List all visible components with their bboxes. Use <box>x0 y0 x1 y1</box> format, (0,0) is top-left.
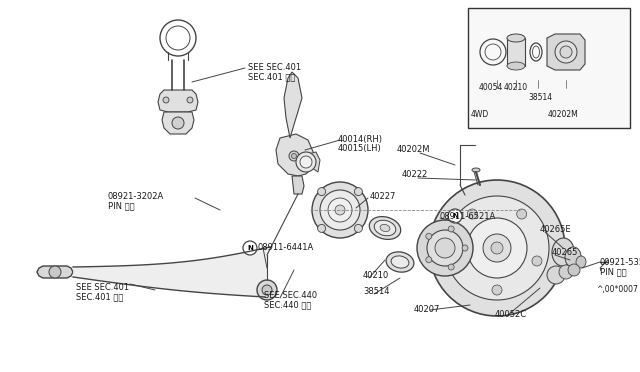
Text: SEC.440 参照: SEC.440 参照 <box>264 300 312 309</box>
Text: 08911-6441A: 08911-6441A <box>257 243 313 252</box>
Circle shape <box>467 218 527 278</box>
Circle shape <box>559 265 573 279</box>
Circle shape <box>291 154 296 158</box>
Ellipse shape <box>565 247 581 267</box>
Ellipse shape <box>576 256 586 268</box>
Circle shape <box>355 187 362 196</box>
Text: 40015(LH): 40015(LH) <box>338 144 381 153</box>
Text: N: N <box>452 213 458 219</box>
Polygon shape <box>547 34 585 70</box>
Circle shape <box>435 238 455 258</box>
Ellipse shape <box>507 34 525 42</box>
Circle shape <box>262 285 272 295</box>
Text: 38514: 38514 <box>528 93 552 102</box>
Ellipse shape <box>369 217 401 240</box>
Circle shape <box>426 257 432 263</box>
Ellipse shape <box>507 62 525 70</box>
Circle shape <box>243 241 257 255</box>
Circle shape <box>452 256 462 266</box>
Text: 08921-3202A: 08921-3202A <box>108 192 164 201</box>
Circle shape <box>355 224 362 232</box>
Circle shape <box>462 245 468 251</box>
Circle shape <box>568 264 580 276</box>
Text: 40227: 40227 <box>370 192 396 201</box>
Ellipse shape <box>374 220 396 236</box>
Bar <box>507 38 525 66</box>
Polygon shape <box>284 72 302 138</box>
Circle shape <box>427 230 463 266</box>
Polygon shape <box>292 176 304 194</box>
Polygon shape <box>162 112 194 134</box>
Text: PIN ピン: PIN ピン <box>108 201 134 210</box>
Text: 40265: 40265 <box>552 248 579 257</box>
Circle shape <box>317 187 326 196</box>
Circle shape <box>300 156 312 168</box>
Text: SEE SEC.401: SEE SEC.401 <box>76 283 129 292</box>
Text: SEE SEC.401: SEE SEC.401 <box>248 63 301 72</box>
Circle shape <box>335 205 345 215</box>
Text: SEE SEC.440: SEE SEC.440 <box>264 291 317 300</box>
Circle shape <box>320 190 360 230</box>
Circle shape <box>429 180 565 316</box>
Ellipse shape <box>552 238 574 266</box>
Circle shape <box>163 97 169 103</box>
Polygon shape <box>276 134 314 176</box>
Polygon shape <box>158 90 198 112</box>
Bar <box>468 8 630 128</box>
Circle shape <box>492 285 502 295</box>
Text: 40222: 40222 <box>402 170 428 179</box>
Circle shape <box>312 182 368 238</box>
Circle shape <box>317 224 326 232</box>
Circle shape <box>187 97 193 103</box>
Circle shape <box>547 266 565 284</box>
Text: 40014(RH): 40014(RH) <box>338 135 383 144</box>
Circle shape <box>49 266 61 278</box>
Text: 08911-6521A: 08911-6521A <box>440 212 496 221</box>
Ellipse shape <box>391 256 409 268</box>
Text: 40210: 40210 <box>504 83 528 92</box>
Text: 40210: 40210 <box>363 271 389 280</box>
Text: PIN ピン: PIN ピン <box>600 267 627 276</box>
Text: 38514: 38514 <box>363 287 390 296</box>
Text: 4WD: 4WD <box>471 110 489 119</box>
Text: 40202M: 40202M <box>548 110 579 119</box>
Circle shape <box>328 198 352 222</box>
Circle shape <box>296 152 316 172</box>
Text: 00921-5352A: 00921-5352A <box>600 258 640 267</box>
Ellipse shape <box>472 168 480 172</box>
Text: SEC.401 参照: SEC.401 参照 <box>76 292 124 301</box>
Text: 40202M: 40202M <box>397 145 431 154</box>
Circle shape <box>483 234 511 262</box>
Circle shape <box>448 226 454 232</box>
Text: SEC.401 参照: SEC.401 参照 <box>248 72 296 81</box>
Circle shape <box>426 233 432 239</box>
Polygon shape <box>37 266 73 278</box>
Text: 40265E: 40265E <box>540 225 572 234</box>
Circle shape <box>560 46 572 58</box>
Circle shape <box>491 242 503 254</box>
Ellipse shape <box>380 224 390 232</box>
Text: N: N <box>247 245 253 251</box>
Circle shape <box>516 209 527 219</box>
Polygon shape <box>308 152 320 172</box>
Circle shape <box>289 151 299 161</box>
Text: 40054: 40054 <box>479 83 504 92</box>
Circle shape <box>445 196 549 300</box>
Ellipse shape <box>386 252 414 272</box>
Circle shape <box>172 117 184 129</box>
Circle shape <box>257 280 277 300</box>
Circle shape <box>448 209 462 223</box>
Text: ^,00*0007: ^,00*0007 <box>596 285 638 294</box>
Circle shape <box>532 256 542 266</box>
Text: 40207: 40207 <box>414 305 440 314</box>
Circle shape <box>555 41 577 63</box>
Circle shape <box>467 209 477 219</box>
Circle shape <box>417 220 473 276</box>
Circle shape <box>448 264 454 270</box>
Polygon shape <box>73 247 270 297</box>
Text: 40052C: 40052C <box>495 310 527 319</box>
